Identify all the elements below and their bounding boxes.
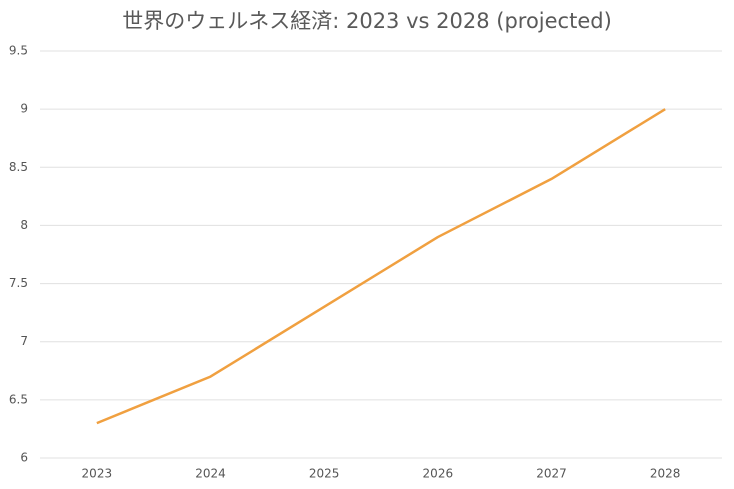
y-tick-label: 9.5 <box>9 44 28 58</box>
y-tick-label: 7.5 <box>9 276 28 290</box>
x-tick-label: 2023 <box>82 467 113 481</box>
y-tick-label: 9 <box>20 102 28 116</box>
chart-title: 世界のウェルネス経済: 2023 vs 2028 (projected) <box>122 9 612 33</box>
y-tick-label: 8.5 <box>9 160 28 174</box>
data-line <box>96 108 666 425</box>
y-tick-label: 7 <box>20 334 28 348</box>
y-tick-label: 8 <box>20 218 28 232</box>
x-tick-label: 2024 <box>195 467 226 481</box>
x-tick-label: 2025 <box>309 467 340 481</box>
x-tick-label: 2027 <box>536 467 567 481</box>
y-tick-label: 6.5 <box>9 392 28 406</box>
x-tick-label: 2028 <box>650 467 681 481</box>
y-tick-label: 6 <box>20 451 28 465</box>
x-tick-label: 2026 <box>423 467 454 481</box>
